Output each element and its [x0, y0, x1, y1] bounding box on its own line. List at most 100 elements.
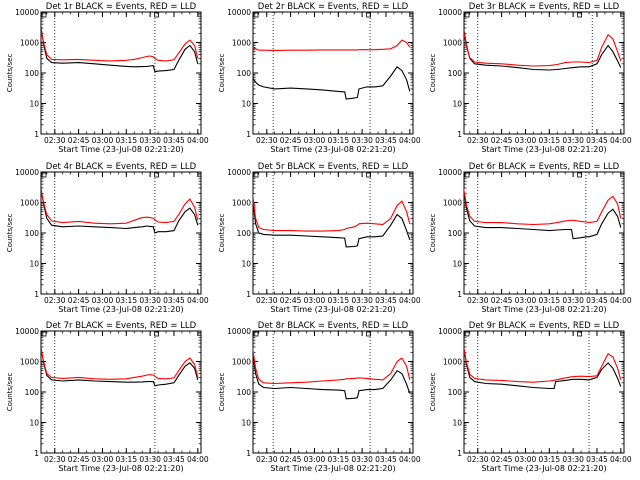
- x-tick-label: 02:30: [467, 296, 489, 305]
- x-tick-label: 03:45: [586, 455, 608, 464]
- y-tick-label: 100: [25, 229, 40, 238]
- series-line-events: [253, 197, 411, 248]
- y-axis-label: Counts/sec: [6, 54, 14, 93]
- x-tick-label: 03:30: [351, 455, 373, 464]
- series-line-lld: [41, 346, 199, 380]
- x-tick-label: 03:45: [586, 136, 608, 145]
- x-axis-label: Start Time (23-Jul-08 02:21:20): [58, 145, 183, 154]
- y-tick-label: 100: [448, 388, 463, 397]
- x-axis-label: Start Time (23-Jul-08 02:21:20): [481, 464, 606, 473]
- plot-frame: [40, 11, 202, 135]
- y-tick-label: 1: [457, 449, 462, 458]
- detector-panel-1: Det 1r BLACK = Events, RED = LLD 1 10 100 10…: [6, 2, 209, 154]
- y-axis-label: Counts/sec: [6, 214, 14, 253]
- y-tick-label: 10000: [438, 8, 462, 17]
- series-line-events: [41, 185, 199, 234]
- x-axis-label: Start Time (23-Jul-08 02:21:20): [481, 145, 606, 154]
- x-tick-label: 03:00: [304, 136, 326, 145]
- y-tick-label: 1: [246, 290, 251, 299]
- y-tick-label: 1: [34, 290, 39, 299]
- x-tick-label: 02:45: [491, 455, 513, 464]
- x-tick-label: 02:45: [491, 296, 513, 305]
- y-tick-label: 1: [457, 130, 462, 139]
- x-axis-label: Start Time (23-Jul-08 02:21:20): [270, 464, 395, 473]
- x-tick-label: 02:45: [491, 136, 513, 145]
- panel-title: Det 8r BLACK = Events, RED = LLD: [258, 321, 409, 331]
- x-tick-label: 02:30: [467, 455, 489, 464]
- x-axis-label: Start Time (23-Jul-08 02:21:20): [58, 305, 183, 314]
- detector-panel-6: Det 6r BLACK = Events, RED = LLD 1 10 100 10…: [429, 162, 632, 314]
- x-tick-label: 03:00: [92, 296, 114, 305]
- detector-panel-7: Det 7r BLACK = Events, RED = LLD 1 10 100 10…: [6, 321, 209, 473]
- series-line-lld: [253, 193, 411, 232]
- plot-frame: [252, 330, 414, 454]
- y-tick-label: 100: [25, 388, 40, 397]
- series-line-events: [464, 187, 622, 240]
- x-tick-label: 02:30: [467, 136, 489, 145]
- y-axis-label: Counts/sec: [429, 214, 437, 253]
- x-tick-label: 03:30: [351, 296, 373, 305]
- y-tick-label: 100: [237, 69, 252, 78]
- y-tick-label: 10000: [15, 168, 39, 177]
- plot-frame: [40, 330, 202, 454]
- series-line-lld: [41, 187, 199, 225]
- x-tick-label: 03:45: [163, 296, 185, 305]
- y-axis-label: Counts/sec: [429, 373, 437, 412]
- y-tick-label: 10000: [438, 168, 462, 177]
- y-tick-label: 10000: [15, 327, 39, 336]
- x-tick-label: 03:45: [375, 136, 397, 145]
- y-tick-label: 1: [34, 130, 39, 139]
- x-tick-label: 02:30: [256, 136, 278, 145]
- x-tick-label: 04:00: [610, 136, 632, 145]
- x-tick-label: 03:30: [139, 136, 161, 145]
- y-tick-label: 1000: [232, 39, 251, 48]
- detector-panel-3: Det 3r BLACK = Events, RED = LLD 1 10 100 10…: [429, 2, 632, 154]
- x-tick-label: 04:00: [399, 136, 421, 145]
- series-line-lld: [253, 346, 411, 385]
- y-tick-label: 1000: [20, 358, 39, 367]
- x-tick-label: 03:45: [586, 296, 608, 305]
- x-tick-label: 03:30: [139, 296, 161, 305]
- x-tick-label: 03:30: [562, 455, 584, 464]
- x-tick-label: 03:45: [163, 136, 185, 145]
- x-tick-label: 03:00: [515, 296, 537, 305]
- y-tick-label: 10: [29, 419, 39, 428]
- x-tick-label: 03:30: [562, 136, 584, 145]
- x-tick-label: 03:15: [327, 296, 349, 305]
- x-tick-label: 04:00: [399, 455, 421, 464]
- series-line-events: [41, 24, 199, 73]
- x-tick-label: 04:00: [610, 455, 632, 464]
- series-line-lld: [464, 187, 622, 226]
- y-tick-label: 1000: [443, 39, 462, 48]
- corner-marker: [366, 172, 372, 178]
- y-tick-label: 1000: [232, 358, 251, 367]
- series-line-lld: [253, 39, 411, 51]
- corner-marker: [577, 331, 582, 337]
- series-line-events: [253, 352, 411, 400]
- y-tick-label: 10: [29, 260, 39, 269]
- x-tick-label: 02:45: [280, 455, 302, 464]
- x-tick-label: 03:30: [562, 296, 584, 305]
- panel-title: Det 2r BLACK = Events, RED = LLD: [258, 2, 409, 12]
- plot-frame: [463, 171, 625, 295]
- panel-title: Det 6r BLACK = Events, RED = LLD: [469, 162, 620, 172]
- panel-title: Det 9r BLACK = Events, RED = LLD: [469, 321, 620, 331]
- y-axis-label: Counts/sec: [218, 373, 226, 412]
- y-tick-label: 10: [241, 100, 251, 109]
- y-tick-label: 1000: [20, 39, 39, 48]
- x-tick-label: 02:45: [68, 136, 90, 145]
- detector-panel-8: Det 8r BLACK = Events, RED = LLD 1 10 100 10…: [218, 321, 421, 473]
- y-tick-label: 1: [246, 130, 251, 139]
- x-tick-label: 03:00: [515, 136, 537, 145]
- x-tick-label: 03:00: [92, 136, 114, 145]
- x-tick-label: 03:45: [163, 455, 185, 464]
- detector-panel-4: Det 4r BLACK = Events, RED = LLD 1 10 100 10…: [6, 162, 209, 314]
- y-tick-label: 100: [25, 69, 40, 78]
- x-tick-label: 03:00: [92, 455, 114, 464]
- x-axis-label: Start Time (23-Jul-08 02:21:20): [58, 464, 183, 473]
- x-tick-label: 02:45: [280, 136, 302, 145]
- y-tick-label: 10: [452, 419, 462, 428]
- y-tick-label: 100: [237, 229, 252, 238]
- panel-title: Det 4r BLACK = Events, RED = LLD: [46, 162, 197, 172]
